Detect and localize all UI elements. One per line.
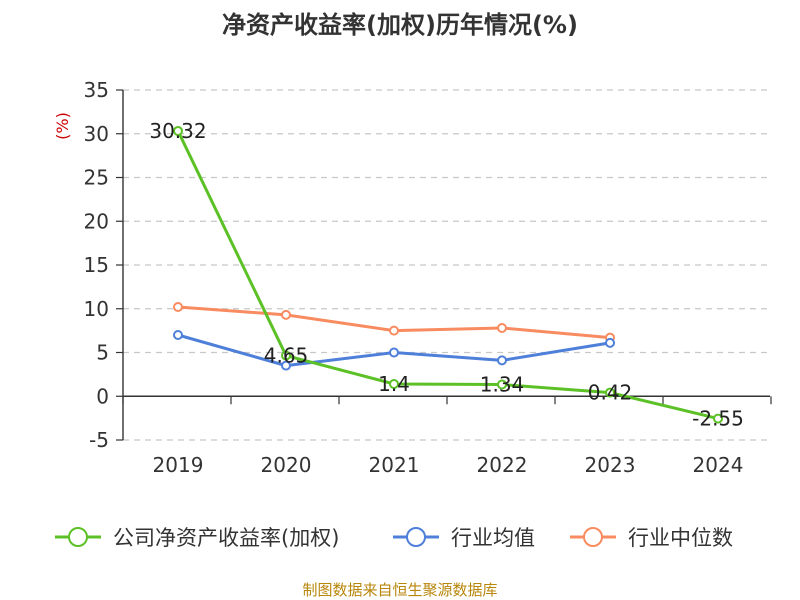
series-point-1 [497,355,507,366]
x-tick-label: 2024 [693,453,744,477]
legend-label: 行业均值 [451,526,535,550]
grid-layer [123,89,770,441]
y-tick-label: 25 [84,166,109,190]
axis-layer: 35 30 25 20 15 10 5 0 -5 2019 2020 2021 2022 2023 2024 [84,78,772,477]
legend-swatch-marker [583,527,603,547]
series-point-0 [173,125,183,136]
series-point-0 [713,413,723,424]
y-tick-label: 5 [96,341,109,365]
data-label: -2.55 [692,407,744,431]
data-label: 1.34 [480,373,525,397]
series-point-0 [389,379,399,389]
series-point-2 [389,325,399,336]
legend-swatch-marker [406,527,426,547]
x-tick-label: 2021 [369,453,420,477]
series-point-2 [173,302,183,312]
legend-label: 公司净资产收益率(加权) [113,526,339,550]
y-axis-label: (%) [53,112,72,140]
series-point-1 [173,330,183,340]
series-point-0 [605,387,615,398]
x-tick-label: 2022 [477,453,528,477]
legend-label: 行业中位数 [628,526,733,550]
data-label: 1.4 [378,372,410,396]
series-layer [173,125,723,424]
series-point-2 [281,309,291,320]
series-point-1 [605,337,615,348]
y-tick-label: 35 [84,78,109,102]
series-point-2 [497,323,507,333]
y-tick-label: 20 [84,209,109,233]
series-point-0 [497,379,507,390]
data-label-layer: 30.32 4.65 1.4 1.34 0.42 -2.55 [149,119,744,431]
series-point-1 [389,347,399,358]
y-tick-label: 0 [96,384,109,408]
data-label: 0.42 [588,381,633,405]
legend: 公司净资产收益率(加权) 行业均值 行业中位数 [55,526,733,550]
x-tick-label: 2019 [153,453,204,477]
data-label: 30.32 [149,119,206,143]
x-tick-label: 2020 [261,453,312,477]
y-tick-label: 10 [84,297,109,321]
y-tick-label: 30 [84,122,109,146]
legend-swatch-marker [68,527,88,547]
data-label: 4.65 [264,344,309,368]
series-point-0 [281,350,291,361]
x-tick-label: 2023 [585,453,636,477]
y-tick-label: -5 [89,428,109,452]
y-tick-label: 15 [84,253,109,277]
series-line-0 [176,130,719,421]
source-note: 制图数据来自恒生聚源数据库 [302,581,497,599]
chart-title: 净资产收益率(加权)历年情况(%) [222,11,578,39]
series-point-1 [281,360,291,371]
